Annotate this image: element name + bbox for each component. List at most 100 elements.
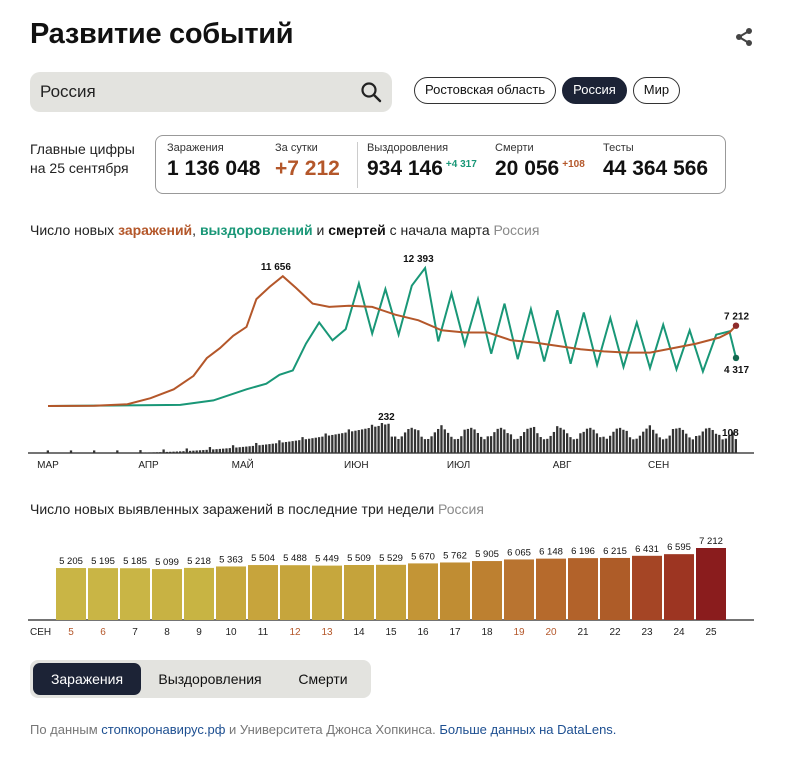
daily-infection-bar [536, 558, 566, 620]
stat-recovered-value: 934 146 [367, 157, 443, 180]
death-bar [724, 438, 728, 453]
metric-tabs: Заражения Выздоровления Смерти [30, 660, 371, 698]
trend-chart[interactable]: 11 656 12 393 7 212 4 317 232 108 МАР АПР МАЙ ИЮН… [28, 246, 758, 474]
death-bar [261, 444, 264, 453]
x-tick-label: ИЮН [344, 460, 369, 471]
stats-divider [357, 142, 358, 188]
daily-infection-bar [120, 568, 150, 620]
death-bar [671, 429, 675, 453]
x-tick-label: 7 [132, 627, 138, 638]
death-bar [321, 436, 324, 453]
death-bar [205, 449, 208, 453]
footer-link-stopcoronavirus[interactable]: стопкоронавирус.рф [101, 722, 226, 737]
search-input[interactable] [40, 72, 340, 112]
chip-russia[interactable]: Россия [562, 77, 627, 104]
line-annotation: 4 317 [724, 365, 749, 376]
chart2-region: Россия [438, 501, 484, 517]
page-title: Развитие событий [30, 18, 294, 50]
death-bar [625, 430, 628, 453]
death-bar [251, 445, 255, 453]
death-bar [632, 439, 635, 453]
chip-rostov-region[interactable]: Ростовская область [414, 77, 557, 104]
death-bar [314, 437, 317, 453]
stat-daily-value: +7 212 [275, 157, 340, 180]
tab-infections[interactable]: Заражения [33, 663, 141, 695]
three-week-bar-chart[interactable]: СЕН 5 205 5 5 195 6 5 185 7 5 099 8 5 218 9 5 363 10… [28, 525, 758, 640]
death-bar [463, 429, 466, 453]
search-icon[interactable] [360, 81, 382, 103]
x-tick-label: 14 [353, 627, 365, 638]
death-bars [46, 423, 737, 453]
death-bar [648, 425, 651, 453]
stat-recovered-value-wrap: 934 146 +4 317 [367, 157, 477, 181]
stat-tests-label: Тесты [603, 142, 634, 154]
death-bar [304, 439, 307, 453]
daily-infection-bar [216, 566, 246, 620]
death-bar [241, 446, 245, 453]
bar-value-label: 5 762 [443, 550, 467, 561]
tab-recovered[interactable]: Выздоровления [158, 671, 262, 687]
death-bar [93, 450, 96, 453]
death-bar [480, 436, 483, 453]
death-bar [238, 447, 241, 453]
daily-infection-bar [312, 565, 342, 620]
line-annotation: 11 656 [261, 262, 291, 273]
death-bar [539, 437, 542, 453]
death-bar [327, 435, 331, 453]
chart1-title-recovered: выздоровлений [199, 222, 313, 238]
death-bar [430, 436, 433, 453]
death-bar [162, 449, 165, 453]
daily-infection-bar [632, 555, 662, 620]
death-bar [489, 436, 493, 453]
death-bar [513, 439, 516, 453]
death-bar [440, 425, 443, 453]
deaths-annotation: 108 [722, 428, 739, 439]
footer-link-datalens[interactable]: Больше данных на DataLens. [439, 722, 617, 737]
tab-deaths[interactable]: Смерти [298, 671, 348, 687]
death-bar [473, 429, 476, 453]
stat-deaths-value-wrap: 20 056 +108 [495, 157, 585, 181]
death-bar [374, 426, 377, 453]
stat-daily: За сутки +7 212 [275, 142, 340, 181]
death-bar [195, 450, 198, 453]
stat-infections-value: 1 136 048 [167, 157, 261, 180]
death-bar [718, 434, 721, 453]
chip-world[interactable]: Мир [632, 77, 681, 104]
death-bar [595, 433, 599, 453]
death-bar [685, 433, 688, 453]
death-bar [265, 444, 268, 453]
death-bar [298, 440, 301, 453]
death-bar [661, 439, 665, 453]
death-bar [400, 436, 403, 453]
daily-infection-bar [344, 565, 374, 620]
x-tick-label: 13 [321, 627, 333, 638]
death-bar [255, 442, 258, 453]
daily-infection-bar [696, 548, 726, 620]
death-bar [638, 435, 642, 453]
line-annotation: 7 212 [724, 312, 749, 323]
summary-stats: Заражения 1 136 048 За сутки +7 212 Вызд… [155, 135, 726, 194]
death-bar [341, 433, 344, 453]
death-bar [523, 432, 526, 453]
death-bar [635, 438, 638, 453]
death-bar [589, 427, 592, 453]
region-search [30, 72, 392, 112]
death-bar [691, 439, 694, 453]
death-bar [569, 437, 572, 453]
bar-value-label: 6 065 [507, 547, 531, 558]
chart1-title-prefix: Число новых [30, 222, 119, 238]
daily-infection-bar [664, 554, 694, 620]
line-annotation: 12 393 [403, 254, 434, 265]
deaths-annotation: 232 [378, 412, 395, 423]
death-bar [628, 437, 632, 453]
death-bar [658, 437, 661, 453]
chart1-title-suffix: с начала марта [385, 222, 490, 238]
bar-value-label: 5 099 [155, 557, 179, 568]
death-bar [433, 432, 436, 453]
share-icon[interactable] [733, 26, 755, 48]
death-bar [582, 431, 585, 453]
x-tick-label: 18 [481, 627, 493, 638]
death-bar [139, 450, 142, 453]
death-bar [413, 429, 417, 453]
bar-value-label: 5 449 [315, 554, 339, 565]
